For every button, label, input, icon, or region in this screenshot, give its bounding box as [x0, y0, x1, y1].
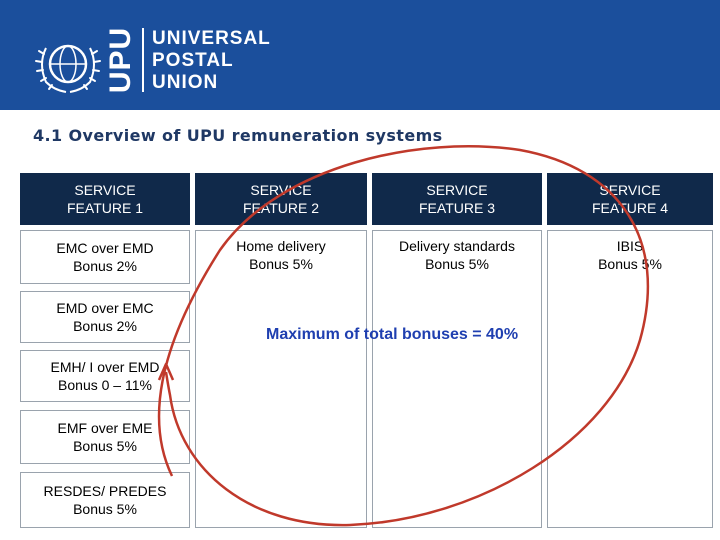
header-feature-2: SERVICE FEATURE 2	[195, 173, 367, 225]
logo-wordmark: UNIVERSAL POSTAL UNION	[152, 28, 271, 94]
header-feature-1: SERVICE FEATURE 1	[20, 173, 190, 225]
feature1-item: EMC over EMD Bonus 2%	[20, 230, 190, 284]
feature2-column: Home delivery Bonus 5%	[195, 230, 367, 528]
slide-title: 4.1 Overview of UPU remuneration systems	[33, 126, 443, 145]
feature3-column: Delivery standards Bonus 5%	[372, 230, 542, 528]
header-banner: UPU UNIVERSAL POSTAL UNION	[0, 0, 720, 110]
logo-line: POSTAL	[152, 50, 234, 71]
upu-emblem-icon	[35, 44, 101, 93]
feature1-item: RESDES/ PREDES Bonus 5%	[20, 472, 190, 528]
logo-line: UNIVERSAL	[152, 28, 271, 49]
header-feature-3: SERVICE FEATURE 3	[372, 173, 542, 225]
max-bonus-note: Maximum of total bonuses = 40%	[266, 326, 519, 343]
feature1-item: EMD over EMC Bonus 2%	[20, 291, 190, 343]
logo-divider	[142, 28, 144, 92]
feature4-column: IBIS Bonus 5%	[547, 230, 713, 528]
logo-line: UNION	[152, 72, 219, 93]
